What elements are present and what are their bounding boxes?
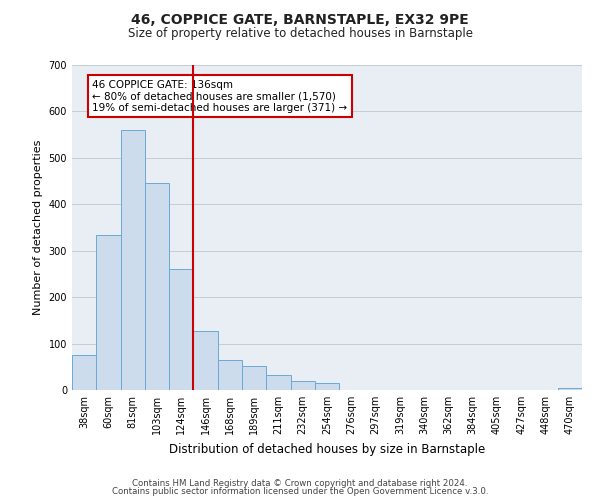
Bar [242,366,266,390]
Bar [169,270,193,390]
Bar [266,375,290,390]
Bar [121,130,145,390]
X-axis label: Distribution of detached houses by size in Barnstaple: Distribution of detached houses by size … [169,442,485,456]
Text: Contains HM Land Registry data © Crown copyright and database right 2024.: Contains HM Land Registry data © Crown c… [132,478,468,488]
Bar [558,388,582,390]
Bar [145,183,169,390]
Text: Contains public sector information licensed under the Open Government Licence v.: Contains public sector information licen… [112,487,488,496]
Text: 46, COPPICE GATE, BARNSTAPLE, EX32 9PE: 46, COPPICE GATE, BARNSTAPLE, EX32 9PE [131,12,469,26]
Bar [315,383,339,390]
Bar [96,236,121,390]
Bar [193,331,218,390]
Y-axis label: Number of detached properties: Number of detached properties [33,140,43,315]
Bar [290,380,315,390]
Bar [218,360,242,390]
Bar [72,355,96,390]
Text: 46 COPPICE GATE: 136sqm
← 80% of detached houses are smaller (1,570)
19% of semi: 46 COPPICE GATE: 136sqm ← 80% of detache… [92,80,347,113]
Text: Size of property relative to detached houses in Barnstaple: Size of property relative to detached ho… [128,28,473,40]
